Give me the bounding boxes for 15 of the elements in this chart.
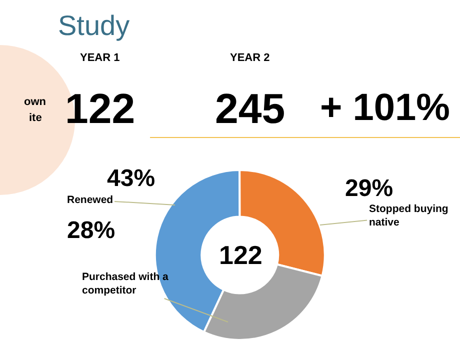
text: + 101%: [320, 87, 450, 129]
data-label: 43%: [107, 165, 156, 192]
chart-title: Study: [58, 10, 130, 41]
slice-label: Purchased with a competitor: [82, 271, 169, 297]
slice-label: Stopped buying native: [369, 203, 448, 229]
text: YEAR 1: [80, 52, 120, 64]
text: 245: [215, 85, 286, 132]
text: YEAR 2: [230, 52, 270, 64]
text: 122: [219, 240, 262, 270]
data-label: 28%: [67, 217, 116, 244]
text: 122: [65, 85, 136, 132]
text: own: [24, 96, 46, 108]
data-label: 29%: [345, 175, 394, 202]
slice-label: Renewed: [67, 194, 114, 206]
text: ite: [29, 112, 42, 124]
